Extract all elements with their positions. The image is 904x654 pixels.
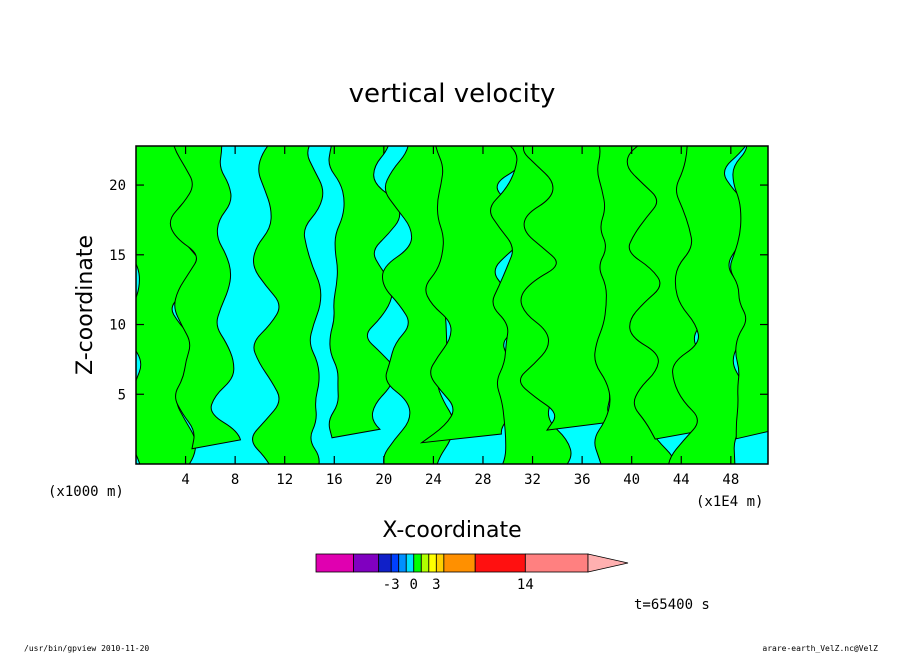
colorbar-segment (390, 553, 400, 573)
colorbar-segment (378, 553, 392, 573)
colorbar-arrow (587, 553, 629, 573)
x-tick-label: 40 (623, 472, 640, 488)
time-label: t=65400 s (634, 597, 710, 613)
colorbar-labels: -3 0 3 14 (383, 577, 534, 593)
colorbar-label: -3 (383, 577, 400, 593)
x-tick-label: 44 (673, 472, 690, 488)
updraft-region (730, 146, 768, 440)
x-tick-label: 24 (425, 472, 442, 488)
y-tick-label: 5 (118, 387, 126, 403)
updraft-region (169, 146, 242, 450)
x-tick-label: 20 (375, 472, 392, 488)
colorbar-segment (315, 553, 355, 573)
x-axis-ticks: 4 8 12 16 20 24 28 32 36 40 44 48 (181, 146, 739, 488)
colorbar-segment (398, 553, 407, 573)
colorbar (315, 553, 629, 573)
updraft-region (328, 146, 401, 439)
colorbar-segment (443, 553, 476, 573)
x-tick-label: 48 (722, 472, 739, 488)
colorbar-segment (405, 553, 415, 573)
y-tick-label: 20 (109, 178, 126, 194)
x-tick-label: 12 (276, 472, 293, 488)
updraft-region (252, 146, 324, 464)
y-axis-ticks: 5 10 15 20 (109, 178, 768, 403)
plot-area (135, 145, 769, 465)
colorbar-segment (435, 553, 445, 573)
x-unit-left: (x1000 m) (48, 484, 124, 500)
footer-left: /usr/bin/gpview 2010-11-20 (24, 644, 149, 653)
plot-frame (135, 145, 769, 465)
x-tick-label: 28 (475, 472, 492, 488)
colorbar-label: 14 (517, 577, 534, 593)
x-tick-label: 32 (524, 472, 541, 488)
y-axis-label: Z-coordinate (73, 235, 98, 375)
chart-title: vertical velocity (349, 79, 556, 109)
x-tick-label: 16 (326, 472, 343, 488)
colorbar-segment (474, 553, 526, 573)
colorbar-segment (413, 553, 422, 573)
colorbar-segment (420, 553, 430, 573)
colorbar-label: 3 (432, 577, 440, 593)
colorbar-label: 0 (410, 577, 418, 593)
x-axis-label: X-coordinate (382, 518, 521, 543)
colorbar-segment (428, 553, 437, 573)
x-tick-label: 36 (574, 472, 591, 488)
x-tick-label: 4 (181, 472, 189, 488)
x-unit-right: (x1E4 m) (696, 494, 763, 510)
x-tick-label: 8 (231, 472, 239, 488)
y-tick-label: 10 (109, 318, 126, 334)
updraft-regions (136, 146, 768, 464)
y-tick-label: 15 (109, 248, 126, 264)
colorbar-segment (524, 553, 589, 573)
colorbar-segment (353, 553, 380, 573)
updraft-region (668, 146, 753, 464)
footer-right: arare-earth_VelZ.nc@VelZ (762, 644, 878, 653)
